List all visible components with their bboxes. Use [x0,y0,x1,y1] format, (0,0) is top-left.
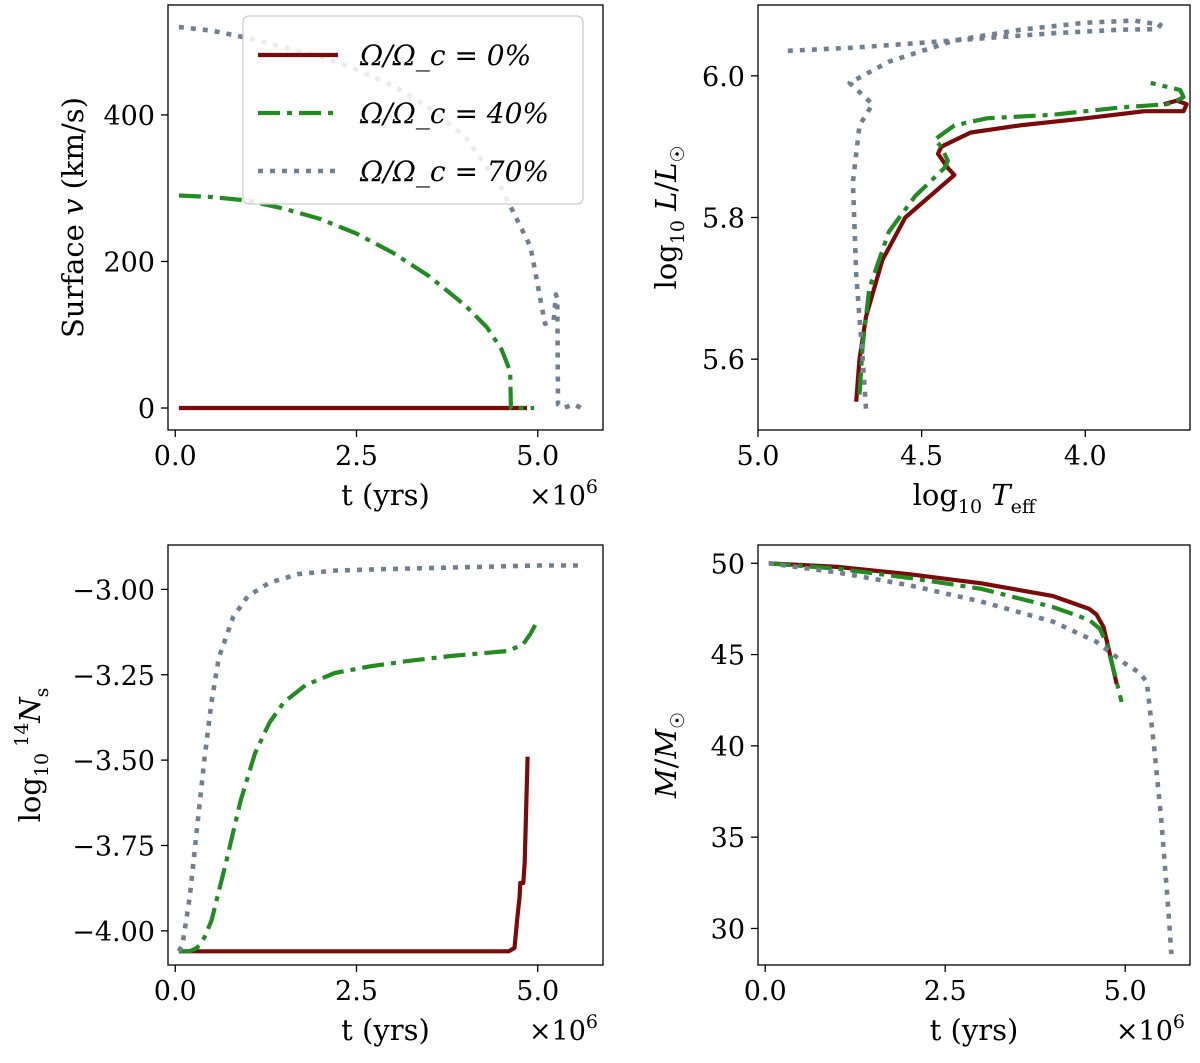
nitrogen-ytick-label: −3.50 [72,746,155,777]
nitrogen-ytick-label: −3.25 [72,661,155,692]
mass-ytick-label: 35 [711,823,745,854]
nitrogen-panel: 0.0 2.5 5.0 −4.00 −3.75 −3.50 −3.25 −3.00 t (yrs… [11,544,604,1047]
mass-xtick-label: 0.0 [744,976,787,1007]
velocity-ytick-label: 0 [138,394,155,425]
legend: Ω/Ω_c = 0% Ω/Ω_c = 40% Ω/Ω_c = 70% [242,15,584,205]
mass-series-omega0 [768,561,1119,685]
hrd-ytick-label: 5.6 [702,345,745,376]
legend-box [242,15,584,205]
hrd-series-omega40 [857,80,1186,395]
nitrogen-ytick-label: −3.75 [72,831,155,862]
velocity-ytick-label: 200 [103,247,155,278]
mass-ytick-label: 45 [711,641,745,672]
nitrogen-xtick-label: 0.0 [154,976,197,1007]
legend-label-omega70: Ω/Ω_c = 70% [359,155,549,188]
nitrogen-ytick-label: −3.00 [72,575,155,606]
mass-frame [757,544,1191,966]
hrd-xtick-label: 4.5 [900,441,943,472]
nitrogen-series-omega0 [178,756,530,954]
hrd-series-omega70 [784,18,1163,409]
nitrogen-ytick-label: −4.00 [72,917,155,948]
mass-panel: 0.0 2.5 5.0 30 35 40 45 50 t (yrs) ×106 M/M☉ [649,544,1191,1047]
hrd-ytick-label: 6.0 [702,62,745,93]
velocity-xtick-label: 2.5 [335,441,378,472]
nitrogen-series-omega70 [176,563,582,953]
hrd-xtick-label: 4.0 [1064,441,1107,472]
velocity-ytick-label: 400 [103,101,155,132]
velocity-xlabel: t (yrs) [341,478,430,512]
mass-xtick-label: 5.0 [1104,976,1147,1007]
mass-ylabel: M/M☉ [649,712,689,799]
legend-label-omega40: Ω/Ω_c = 40% [359,97,549,130]
mass-x-multiplier: ×106 [1116,1011,1185,1047]
hrd-frame [757,4,1191,431]
hrd-xlabel: log10 Teff [913,478,1037,518]
hrd-xtick-label: 5.0 [737,441,780,472]
velocity-xtick-label: 5.0 [516,441,559,472]
mass-ytick-label: 50 [711,549,745,580]
hrd-ytick-label: 5.8 [702,204,745,235]
nitrogen-xlabel: t (yrs) [341,1013,430,1047]
legend-label-omega0: Ω/Ω_c = 0% [359,39,531,72]
mass-ytick-label: 40 [711,732,745,763]
velocity-x-multiplier: ×106 [529,476,598,512]
mass-series-omega70 [768,561,1174,955]
mass-series-omega40 [768,561,1124,703]
hrd-panel: 5.0 4.5 4.0 5.6 5.8 6.0 log10 Teff log10 L/L☉ [649,4,1191,518]
nitrogen-xtick-label: 5.0 [516,976,559,1007]
nitrogen-ylabel: log10 14Ns [11,688,53,823]
nitrogen-series-omega40 [178,619,540,954]
velocity-frame [167,4,604,431]
mass-xtick-label: 2.5 [924,976,967,1007]
velocity-series-omega40 [178,193,535,411]
nitrogen-frame [167,544,604,966]
nitrogen-xtick-label: 2.5 [335,976,378,1007]
velocity-panel: 0.0 2.5 5.0 0 200 400 t (yrs) ×106 Surface v (km… [56,4,604,512]
velocity-xtick-label: 0.0 [154,441,197,472]
mass-ytick-label: 30 [711,914,745,945]
velocity-ylabel: Surface v (km/s) [56,97,90,338]
mass-xlabel: t (yrs) [930,1013,1019,1047]
hrd-ylabel: log10 L/L☉ [649,145,689,289]
nitrogen-x-multiplier: ×106 [529,1011,598,1047]
hrd-series-omega0 [854,98,1189,402]
